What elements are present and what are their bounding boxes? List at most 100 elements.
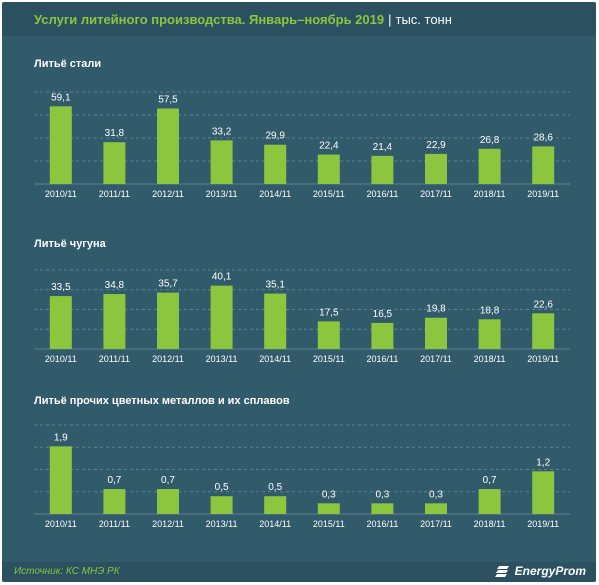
bar <box>425 503 447 514</box>
data-label: 0,3 <box>375 489 389 500</box>
x-tick-label: 2014/11 <box>259 189 291 199</box>
x-tick-label: 2011/11 <box>99 519 130 529</box>
bar <box>371 155 394 184</box>
x-tick-label: 2014/11 <box>259 354 291 364</box>
bar <box>371 503 394 514</box>
x-tick-label: 2013/11 <box>206 354 238 364</box>
data-label: 22,4 <box>319 141 339 152</box>
x-tick-label: 2011/11 <box>99 189 130 199</box>
data-label: 18,8 <box>480 305 500 316</box>
data-label: 22,9 <box>426 140 446 151</box>
title-text: Услуги литейного производства. Январь–но… <box>34 12 385 27</box>
x-tick-label: 2015/11 <box>313 519 345 529</box>
bar <box>371 322 394 349</box>
data-label: 0,5 <box>268 482 282 493</box>
data-label: 40,1 <box>212 272 232 283</box>
bar <box>425 153 447 184</box>
data-label: 0,7 <box>161 475 175 486</box>
bar <box>478 148 501 184</box>
data-label: 16,5 <box>373 309 393 320</box>
bar <box>532 146 555 184</box>
bar <box>317 503 340 514</box>
data-label: 26,8 <box>480 135 500 146</box>
data-label: 29,9 <box>265 131 285 142</box>
bar <box>103 294 126 349</box>
data-label: 0,3 <box>429 489 443 500</box>
x-tick-label: 2013/11 <box>206 189 238 199</box>
x-tick-label: 2012/11 <box>152 519 184 529</box>
x-tick-label: 2016/11 <box>366 519 398 529</box>
x-tick-label: 2015/11 <box>313 189 345 199</box>
x-tick-label: 2018/11 <box>474 354 506 364</box>
bar <box>157 292 179 349</box>
x-tick-label: 2017/11 <box>420 189 452 199</box>
bar <box>478 489 501 514</box>
x-tick-label: 2010/11 <box>45 354 77 364</box>
data-label: 34,8 <box>105 280 125 291</box>
x-tick-label: 2019/11 <box>527 189 559 199</box>
data-label: 22,6 <box>533 299 553 310</box>
data-label: 33,5 <box>51 282 71 293</box>
x-tick-label: 2018/11 <box>474 189 506 199</box>
brand-name: EnergyProm <box>514 564 586 578</box>
bar <box>157 108 179 184</box>
x-tick-label: 2019/11 <box>527 354 559 364</box>
data-label: 31,8 <box>105 128 125 139</box>
unit-label: тыс. тонн <box>395 12 452 27</box>
bar <box>157 489 179 514</box>
data-label: 33,2 <box>212 126 232 137</box>
page-title: Услуги литейного производства. Январь–но… <box>34 12 452 27</box>
panel-title: Литьё стали <box>34 58 101 70</box>
bar <box>210 496 233 514</box>
data-label: 21,4 <box>373 142 393 153</box>
data-label: 17,5 <box>319 307 339 318</box>
brand: EnergyProm <box>494 564 586 578</box>
x-tick-label: 2018/11 <box>474 519 506 529</box>
x-tick-label: 2016/11 <box>366 189 398 199</box>
x-tick-label: 2014/11 <box>259 519 291 529</box>
bar <box>532 471 555 514</box>
data-label: 1,9 <box>54 432 68 443</box>
data-label: 0,7 <box>107 475 121 486</box>
bar <box>103 142 126 184</box>
data-label: 19,8 <box>426 304 446 315</box>
panel-title: Литьё прочих цветных металлов и их сплав… <box>34 395 290 407</box>
x-tick-label: 2010/11 <box>45 189 77 199</box>
x-tick-label: 2012/11 <box>152 354 184 364</box>
bar <box>478 319 501 349</box>
bar <box>532 313 555 349</box>
title-separator: | <box>388 12 392 27</box>
footer-bar: Источник: КС МНЭ РК EnergyProm <box>2 562 596 582</box>
data-label: 28,6 <box>533 132 553 143</box>
data-label: 57,5 <box>158 94 178 105</box>
x-tick-label: 2010/11 <box>45 519 77 529</box>
x-tick-label: 2013/11 <box>206 519 238 529</box>
data-label: 0,3 <box>322 489 336 500</box>
data-label: 35,7 <box>158 279 178 290</box>
x-tick-label: 2011/11 <box>99 354 130 364</box>
data-label: 35,1 <box>265 280 285 291</box>
bar <box>210 140 233 184</box>
data-label: 0,5 <box>215 482 229 493</box>
bar <box>317 321 340 349</box>
x-tick-label: 2016/11 <box>366 354 398 364</box>
source-note: Источник: КС МНЭ РК <box>14 566 120 577</box>
x-tick-label: 2017/11 <box>420 519 452 529</box>
data-label: 0,7 <box>483 475 497 486</box>
energyprom-logo-icon <box>494 566 509 577</box>
bar <box>103 489 126 514</box>
bar <box>264 293 287 349</box>
bar <box>425 317 447 349</box>
bar <box>317 154 340 184</box>
panel-title: Литьё чугуна <box>34 238 107 250</box>
x-tick-label: 2017/11 <box>420 354 452 364</box>
header-bar: Услуги литейного производства. Январь–но… <box>2 2 596 36</box>
charts-area: Литьё стали 59,1 2010/11 31,8 2011/11 57,5 201… <box>34 58 570 529</box>
bar <box>264 496 287 514</box>
x-tick-label: 2015/11 <box>313 354 345 364</box>
data-label: 59,1 <box>51 92 71 103</box>
bar <box>49 446 72 514</box>
bar <box>49 296 72 349</box>
x-tick-label: 2012/11 <box>152 189 184 199</box>
